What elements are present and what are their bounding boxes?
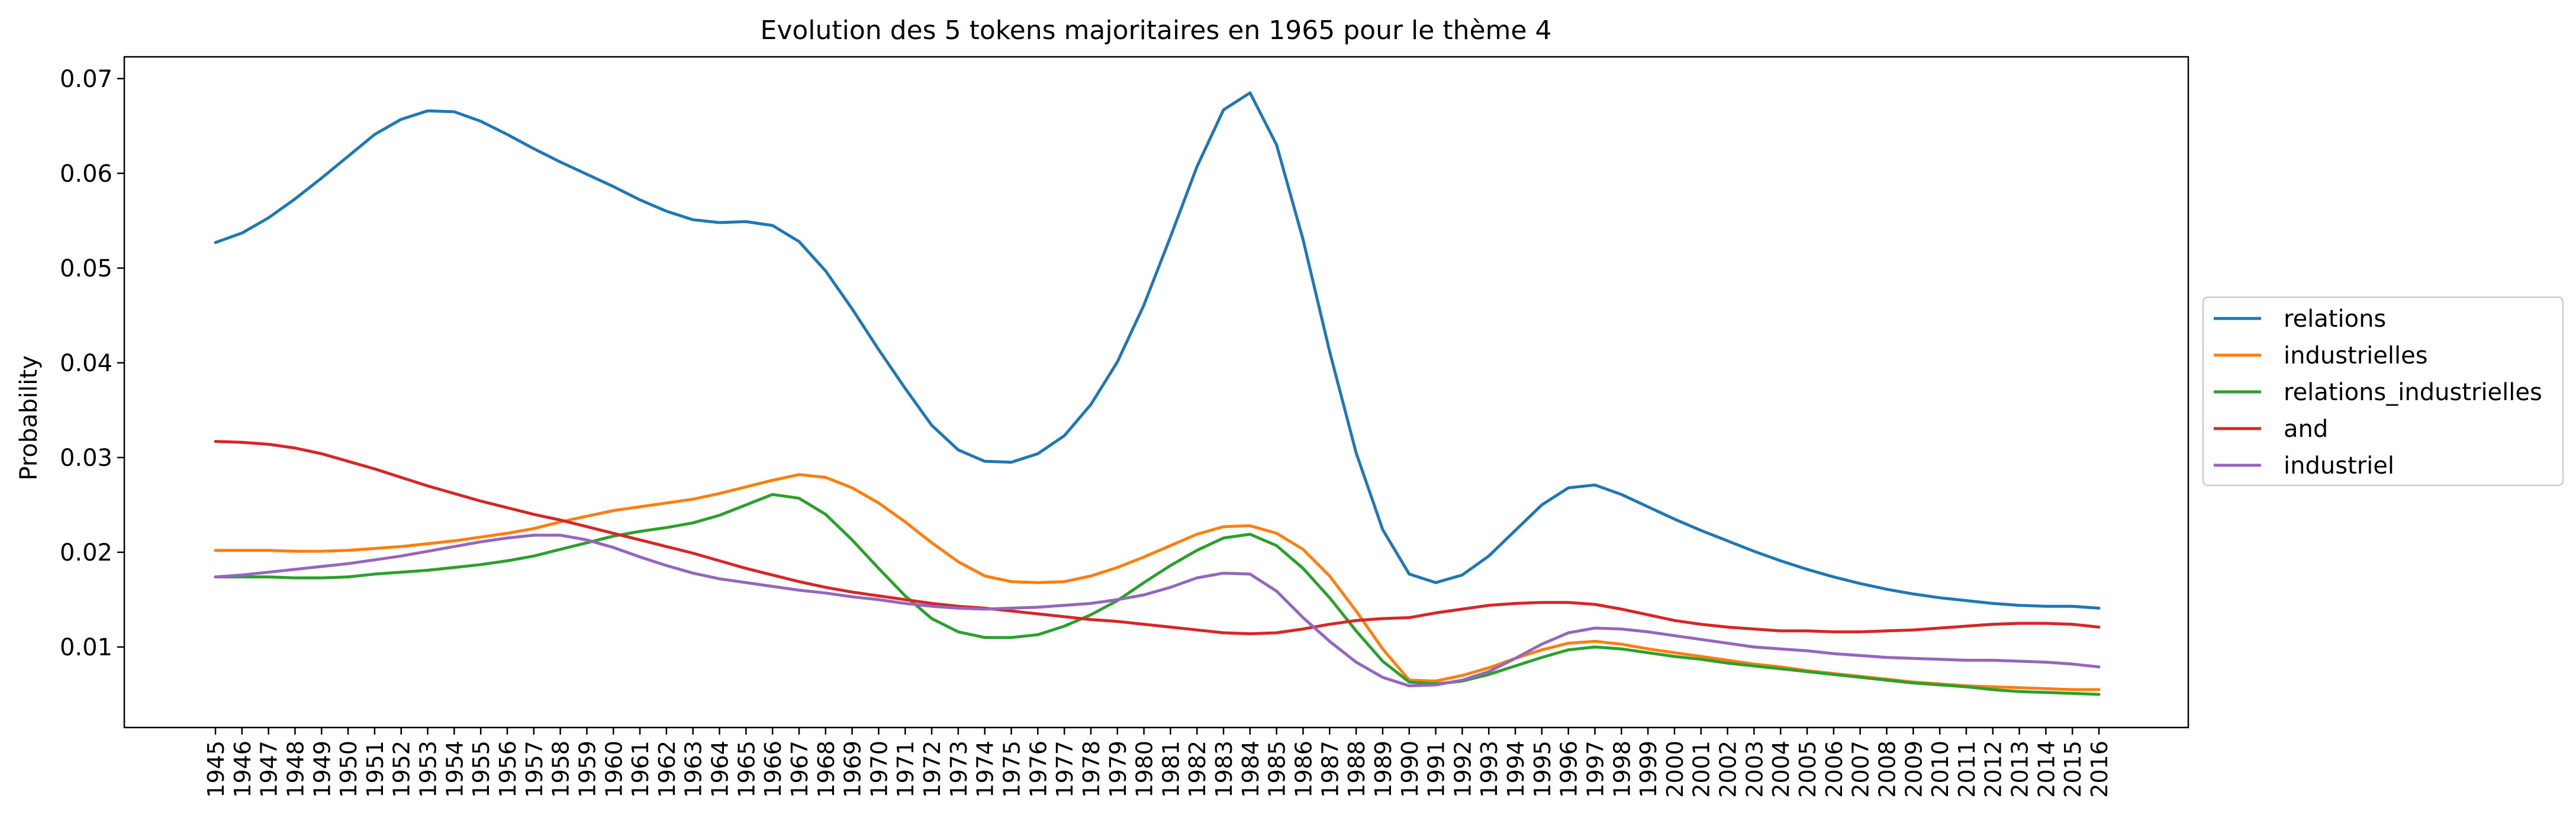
y-axis-label: Probability [15,355,43,480]
x-tick-label: 1992 [1450,741,1476,798]
x-tick-label: 1950 [336,741,362,798]
series-line-4 [214,533,2101,688]
x-axis: 1945 1946 1947 1948 1949 1950 1951 1952 1953 1954… [203,728,2113,798]
y-tick-label: 0.03 [60,445,112,472]
x-tick-label: 1986 [1290,741,1316,798]
series-line-1 [214,473,2101,691]
x-tick-label: 2008 [1874,741,1900,798]
x-tick-label: 1997 [1582,741,1608,798]
x-tick-label: 1994 [1503,741,1529,798]
x-tick-label: 1976 [1025,741,1051,798]
x-tick-label: 2016 [2086,741,2113,798]
y-tick-label: 0.02 [60,539,112,566]
y-axis: 0.01 0.02 0.03 0.04 0.05 0.06 0.07 [60,66,124,661]
legend: relations industrielles relations_industri… [2202,296,2564,487]
series-line-0 [214,91,2101,610]
x-tick-label: 2002 [1715,741,1741,798]
x-tick-label: 1953 [416,741,442,798]
x-tick-label: 2003 [1741,741,1767,798]
legend-label: and [2284,416,2328,443]
x-tick-label: 1948 [282,741,308,798]
x-tick-label: 1983 [1211,741,1237,798]
series-line-3 [214,440,2101,636]
x-tick-label: 1999 [1635,741,1661,798]
x-tick-label: 1982 [1184,741,1210,798]
x-tick-label: 1967 [787,741,813,798]
x-tick-label: 1949 [309,741,335,798]
x-tick-label: 1977 [1052,741,1078,798]
x-tick-label: 1973 [946,741,972,798]
y-tick-label: 0.04 [60,350,112,377]
x-tick-label: 2006 [1821,741,1847,798]
x-tick-label: 1966 [760,741,786,798]
x-tick-label: 1996 [1556,741,1582,798]
x-tick-label: 1947 [256,741,282,798]
x-tick-label: 2005 [1795,741,1821,798]
x-tick-label: 1963 [681,741,707,798]
y-tick-label: 0.05 [60,255,112,282]
x-tick-label: 1993 [1476,741,1502,798]
x-tick-label: 2015 [2060,741,2086,798]
x-tick-label: 1945 [203,741,229,798]
legend-box [2202,296,2564,487]
x-tick-label: 1951 [362,741,388,798]
y-tick-label: 0.06 [60,160,112,188]
x-tick-label: 1975 [999,741,1025,798]
x-tick-label: 2010 [1927,741,1953,798]
series-line-2 [214,493,2101,696]
y-tick-label: 0.07 [60,66,112,93]
x-tick-label: 1955 [468,741,494,798]
x-tick-label: 1965 [733,741,759,798]
x-tick-label: 2000 [1662,741,1688,798]
x-tick-label: 2011 [1954,741,1980,798]
x-tick-label: 1964 [707,741,733,798]
x-tick-label: 1952 [389,741,415,798]
x-tick-label: 1959 [574,741,600,798]
x-tick-label: 1957 [521,741,548,798]
x-tick-label: 1956 [495,741,521,798]
x-tick-label: 1988 [1344,741,1370,798]
x-tick-label: 2007 [1848,741,1874,798]
x-tick-label: 1946 [230,741,256,798]
plot-lines [214,91,2101,696]
x-tick-label: 1968 [813,741,839,798]
x-tick-label: 1989 [1370,741,1396,798]
x-tick-label: 1978 [1078,741,1105,798]
x-tick-label: 1979 [1105,741,1131,798]
y-tick-label: 0.01 [60,634,112,661]
x-tick-label: 1984 [1238,741,1264,798]
x-tick-label: 2009 [1901,741,1927,798]
legend-label: industrielles [2284,342,2428,369]
x-tick-label: 1960 [601,741,627,798]
x-tick-label: 1998 [1609,741,1635,798]
x-tick-label: 1991 [1424,741,1450,798]
x-tick-label: 1958 [548,741,574,798]
x-tick-label: 1995 [1530,741,1556,798]
x-tick-label: 1971 [893,741,919,798]
x-tick-label: 1969 [840,741,866,798]
plot-frame [123,56,2189,729]
legend-label: relations_industrielles [2284,379,2542,406]
x-tick-label: 1981 [1158,741,1184,798]
legend-label: relations [2284,305,2386,333]
x-tick-label: 2001 [1689,741,1715,798]
x-tick-label: 1990 [1397,741,1423,798]
x-tick-label: 1974 [973,741,999,798]
x-tick-label: 1962 [654,741,680,798]
x-tick-label: 2013 [2007,741,2033,798]
x-tick-label: 1954 [442,741,468,798]
x-tick-label: 2004 [1768,741,1794,798]
x-tick-label: 1961 [627,741,653,798]
x-tick-label: 2012 [1981,741,2007,798]
x-tick-label: 1970 [866,741,892,798]
x-tick-label: 1972 [919,741,945,798]
legend-label: industriel [2284,452,2394,479]
x-tick-label: 1987 [1317,741,1343,798]
x-tick-label: 1980 [1132,741,1158,798]
chart-title: Evolution des 5 tokens majoritaires en 1… [761,15,1552,46]
x-tick-label: 1985 [1264,741,1290,798]
x-tick-label: 2014 [2033,741,2059,798]
